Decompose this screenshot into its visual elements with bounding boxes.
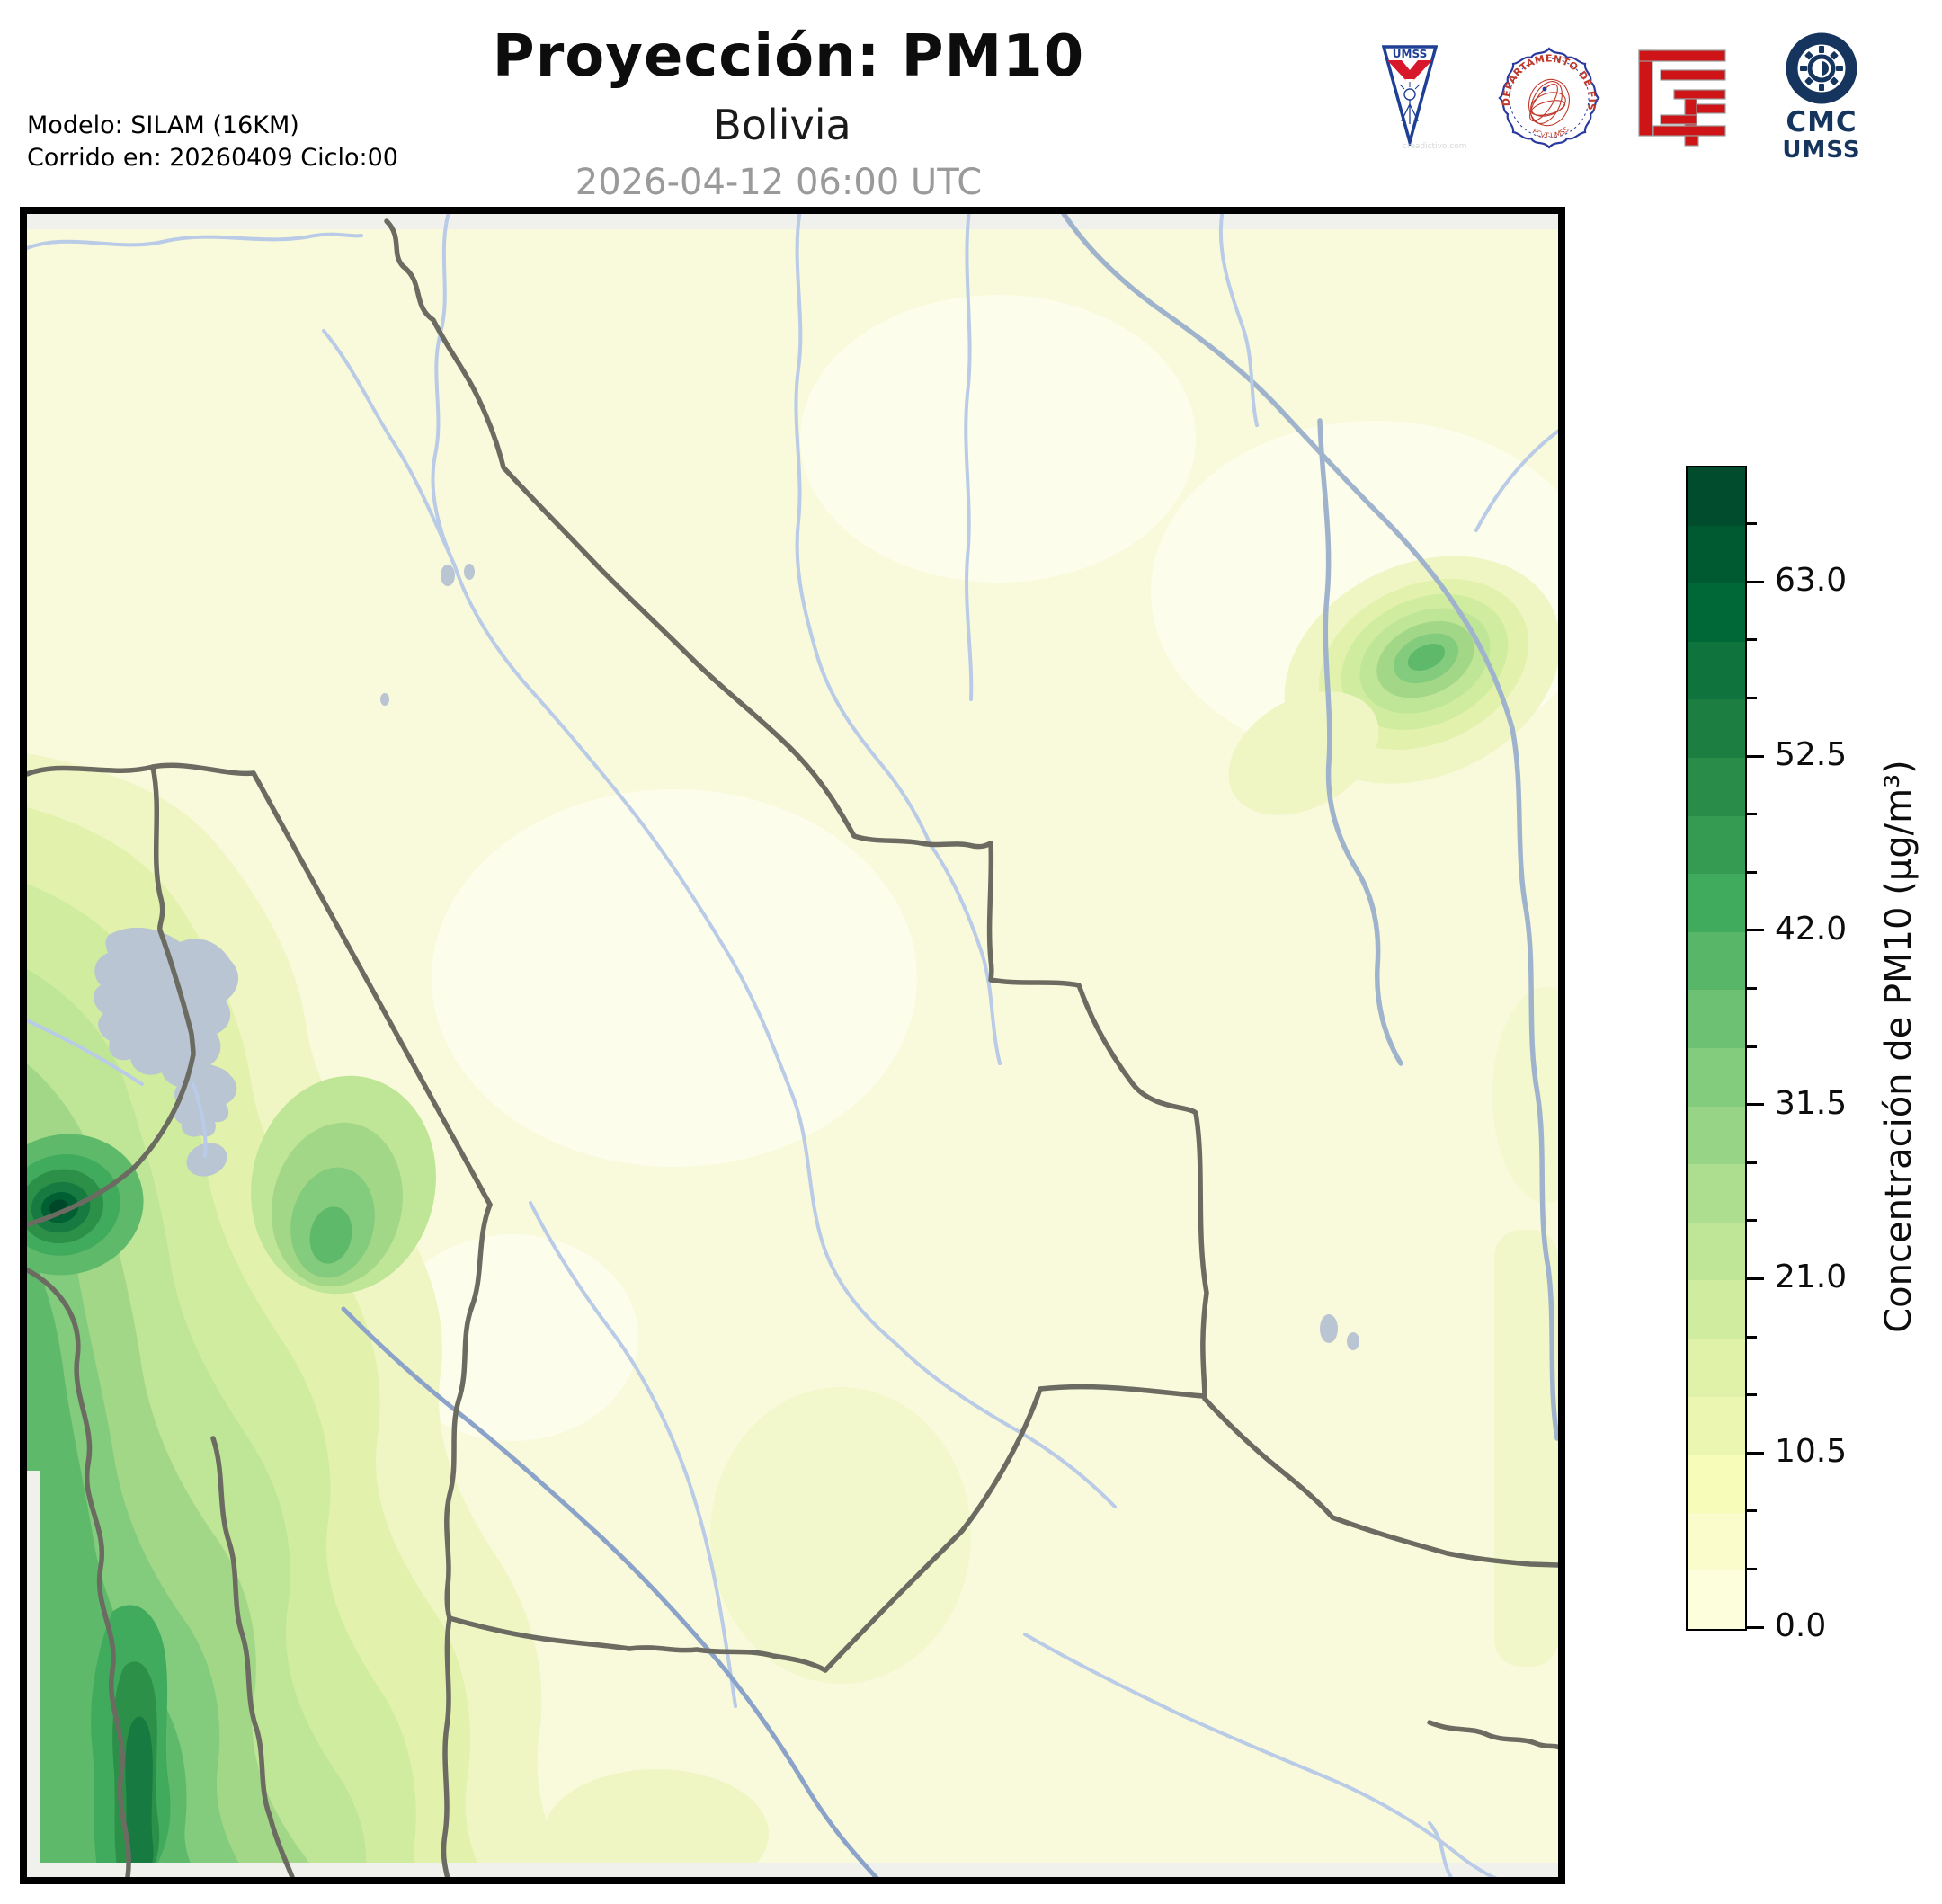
colorbar-segment	[1688, 1222, 1745, 1281]
colorbar-minor-tick	[1746, 986, 1757, 990]
rivers	[21, 207, 1562, 1882]
colorbar-minor-tick	[1746, 1567, 1757, 1570]
colorbar-major-tick	[1746, 580, 1764, 583]
model-run-line2: Corrido en: 20260409 Ciclo:00	[27, 144, 398, 172]
colorbar-minor-tick	[1746, 522, 1757, 526]
colorbar-minor-tick	[1746, 1045, 1757, 1048]
cmc-umss-logo	[1786, 31, 1857, 110]
colorbar-segment	[1688, 1455, 1745, 1513]
forecast-datetime: 2026-04-12 06:00 UTC	[575, 162, 983, 203]
colorbar-tick-label: 52.5	[1775, 736, 1848, 773]
colorbar-minor-tick	[1746, 813, 1757, 816]
colorbar-tick-label: 63.0	[1775, 562, 1848, 600]
colorbar-segment	[1688, 583, 1745, 642]
colorbar-segment	[1688, 990, 1745, 1048]
colorbar-segment	[1688, 931, 1745, 991]
colorbar-segment	[1688, 815, 1745, 875]
page-title: Proyección: PM10	[492, 23, 1085, 90]
colorbar-minor-tick	[1746, 1335, 1757, 1339]
page-subtitle: Bolivia	[713, 101, 851, 149]
colorbar-major-tick	[1746, 1451, 1764, 1455]
umss-watermark-text: creadictivo.com	[1403, 142, 1467, 151]
colorbar-tick-label: 42.0	[1775, 910, 1848, 948]
colorbar-minor-tick	[1746, 1161, 1757, 1164]
colorbar-major-tick	[1746, 1625, 1764, 1629]
andes-concentration-band	[0, 753, 566, 1877]
cmc-logo-text-2: UMSS	[1782, 137, 1861, 164]
colorbar-minor-tick	[1746, 870, 1757, 874]
colorbar	[1686, 466, 1747, 1631]
colorbar-segment	[1688, 1047, 1745, 1107]
colorbar-major-tick	[1746, 754, 1764, 758]
colorbar-tick-label: 21.0	[1775, 1259, 1848, 1296]
colorbar-segment	[1688, 1396, 1745, 1455]
cmc-umss-icon	[1786, 32, 1857, 104]
colorbar-minor-tick	[1746, 1393, 1757, 1397]
colorbar-major-tick	[1746, 1277, 1764, 1280]
colorbar-tick-label: 10.5	[1775, 1433, 1848, 1471]
colorbar-segment	[1688, 641, 1745, 700]
umss-pennant-logo: UMSS	[1381, 45, 1439, 149]
bolivia-pm10-map	[0, 207, 1600, 1899]
colorbar-segment	[1688, 757, 1745, 816]
colorbar-segment	[1688, 874, 1745, 932]
fisica-seal-icon: DEPARTAMENTO DE FÍSICA FCyT-UMSS	[1492, 36, 1600, 149]
departamento-fisica-seal: DEPARTAMENTO DE FÍSICA FCyT-UMSS	[1492, 36, 1602, 155]
fcyt-red-icon	[1638, 49, 1726, 147]
colorbar-segment	[1688, 1512, 1745, 1571]
colorbar-minor-tick	[1746, 696, 1757, 699]
colorbar-minor-tick	[1746, 1509, 1757, 1513]
colorbar-segment	[1688, 1106, 1745, 1165]
colorbar-segment	[1688, 1164, 1745, 1223]
colorbar-segment	[1688, 1338, 1745, 1397]
colorbar-major-tick	[1746, 1103, 1764, 1107]
colorbar-tick-label: 31.5	[1775, 1084, 1848, 1122]
colorbar-segment	[1688, 467, 1745, 526]
colorbar-segment	[1688, 1570, 1745, 1629]
colorbar-axis-label: Concentración de PM10 (µg/m³)	[1878, 760, 1920, 1333]
map-panel	[0, 207, 1600, 1899]
colorbar-major-tick	[1746, 929, 1764, 932]
colorbar-tick-label: 0.0	[1775, 1607, 1827, 1644]
country-borders	[20, 218, 1563, 1882]
cmc-logo-text: CMC	[1786, 106, 1857, 138]
colorbar-segment	[1688, 525, 1745, 584]
colorbar-segment	[1688, 1280, 1745, 1339]
colorbar-minor-tick	[1746, 1219, 1757, 1223]
umss-pennant-icon: UMSS	[1381, 45, 1439, 148]
fcyt-red-logo	[1638, 49, 1728, 151]
colorbar-segment	[1688, 699, 1745, 758]
model-info-line1: Modelo: SILAM (16KM)	[27, 111, 299, 139]
colorbar-minor-tick	[1746, 638, 1757, 642]
svg-text:UMSS: UMSS	[1393, 48, 1427, 60]
